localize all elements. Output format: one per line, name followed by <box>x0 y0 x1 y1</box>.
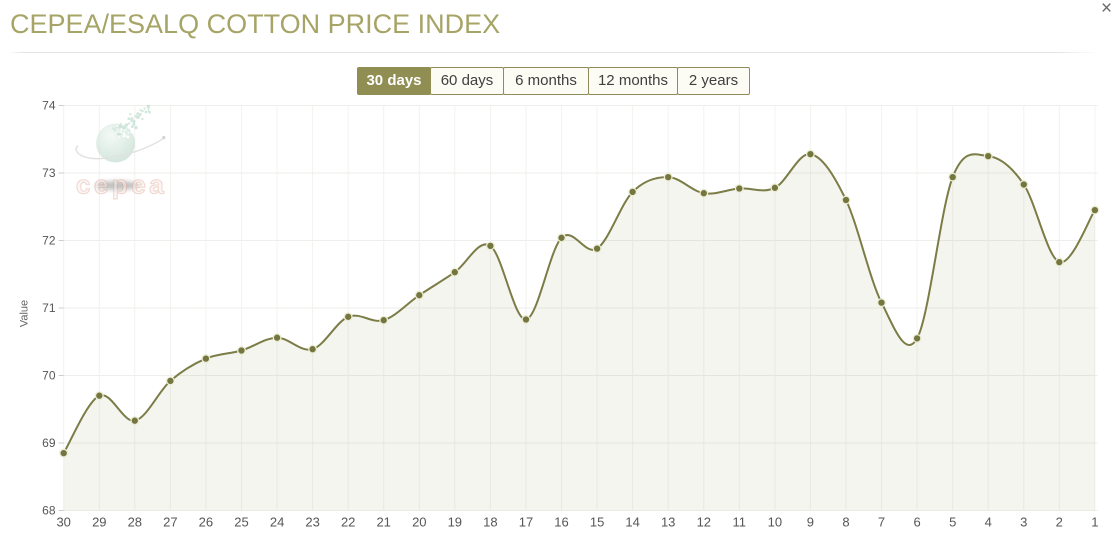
svg-text:16: 16 <box>554 515 568 530</box>
svg-text:25: 25 <box>234 515 248 530</box>
svg-text:70: 70 <box>42 369 56 383</box>
svg-text:1: 1 <box>1091 515 1098 530</box>
svg-text:18: 18 <box>483 515 497 530</box>
svg-text:19: 19 <box>448 515 462 530</box>
svg-text:15: 15 <box>590 515 604 530</box>
svg-text:27: 27 <box>163 515 177 530</box>
svg-text:74: 74 <box>42 99 56 113</box>
svg-text:10: 10 <box>768 515 782 530</box>
svg-text:68: 68 <box>42 504 56 518</box>
svg-text:73: 73 <box>42 166 56 180</box>
svg-text:22: 22 <box>341 515 355 530</box>
svg-text:20: 20 <box>412 515 426 530</box>
svg-text:69: 69 <box>42 436 56 450</box>
svg-text:13: 13 <box>661 515 675 530</box>
svg-text:11: 11 <box>733 515 747 530</box>
svg-text:21: 21 <box>376 515 390 530</box>
svg-text:5: 5 <box>949 515 956 530</box>
svg-text:14: 14 <box>625 515 639 530</box>
svg-text:12: 12 <box>697 515 711 530</box>
svg-text:4: 4 <box>985 515 992 530</box>
svg-text:3: 3 <box>1020 515 1027 530</box>
svg-text:6: 6 <box>913 515 920 530</box>
svg-text:8: 8 <box>842 515 849 530</box>
svg-text:cepea: cepea <box>76 170 167 200</box>
svg-text:71: 71 <box>42 301 56 315</box>
svg-text:72: 72 <box>42 234 56 248</box>
svg-text:2: 2 <box>1056 515 1063 530</box>
svg-text:17: 17 <box>519 515 533 530</box>
svg-text:7: 7 <box>878 515 885 530</box>
svg-text:24: 24 <box>270 515 284 530</box>
svg-text:Value: Value <box>19 300 31 327</box>
svg-text:9: 9 <box>807 515 814 530</box>
svg-text:28: 28 <box>128 515 142 530</box>
svg-text:30: 30 <box>56 515 70 530</box>
svg-text:26: 26 <box>199 515 213 530</box>
svg-text:29: 29 <box>92 515 106 530</box>
svg-text:23: 23 <box>305 515 319 530</box>
